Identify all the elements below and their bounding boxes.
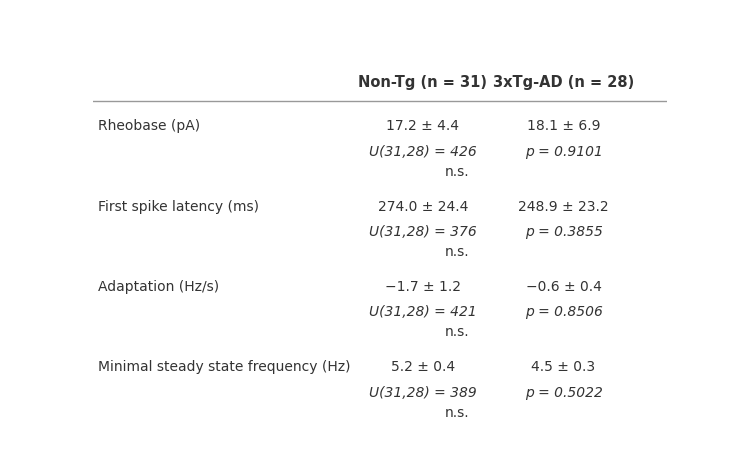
Text: Non-Tg (n = 31): Non-Tg (n = 31) xyxy=(359,75,488,90)
Text: p = 0.5022: p = 0.5022 xyxy=(525,386,602,400)
Text: Rheobase (pA): Rheobase (pA) xyxy=(99,119,201,133)
Text: U(31,28) = 421: U(31,28) = 421 xyxy=(369,305,476,319)
Text: Adaptation (Hz/s): Adaptation (Hz/s) xyxy=(99,280,219,294)
Text: 17.2 ± 4.4: 17.2 ± 4.4 xyxy=(386,119,459,133)
Text: First spike latency (ms): First spike latency (ms) xyxy=(99,200,259,213)
Text: n.s.: n.s. xyxy=(445,165,470,179)
Text: p = 0.9101: p = 0.9101 xyxy=(525,145,602,159)
Text: 18.1 ± 6.9: 18.1 ± 6.9 xyxy=(527,119,600,133)
Text: Minimal steady state frequency (Hz): Minimal steady state frequency (Hz) xyxy=(99,360,351,374)
Text: 3xTg-AD (n = 28): 3xTg-AD (n = 28) xyxy=(493,75,634,90)
Text: 4.5 ± 0.3: 4.5 ± 0.3 xyxy=(531,360,596,374)
Text: U(31,28) = 389: U(31,28) = 389 xyxy=(369,386,476,400)
Text: U(31,28) = 426: U(31,28) = 426 xyxy=(369,145,476,159)
Text: n.s.: n.s. xyxy=(445,326,470,339)
Text: n.s.: n.s. xyxy=(445,245,470,259)
Text: −0.6 ± 0.4: −0.6 ± 0.4 xyxy=(525,280,602,294)
Text: 248.9 ± 23.2: 248.9 ± 23.2 xyxy=(518,200,609,213)
Text: −1.7 ± 1.2: −1.7 ± 1.2 xyxy=(385,280,461,294)
Text: 5.2 ± 0.4: 5.2 ± 0.4 xyxy=(391,360,455,374)
Text: n.s.: n.s. xyxy=(445,406,470,420)
Text: p = 0.8506: p = 0.8506 xyxy=(525,305,602,319)
Text: 274.0 ± 24.4: 274.0 ± 24.4 xyxy=(378,200,468,213)
Text: p = 0.3855: p = 0.3855 xyxy=(525,225,602,239)
Text: U(31,28) = 376: U(31,28) = 376 xyxy=(369,225,476,239)
